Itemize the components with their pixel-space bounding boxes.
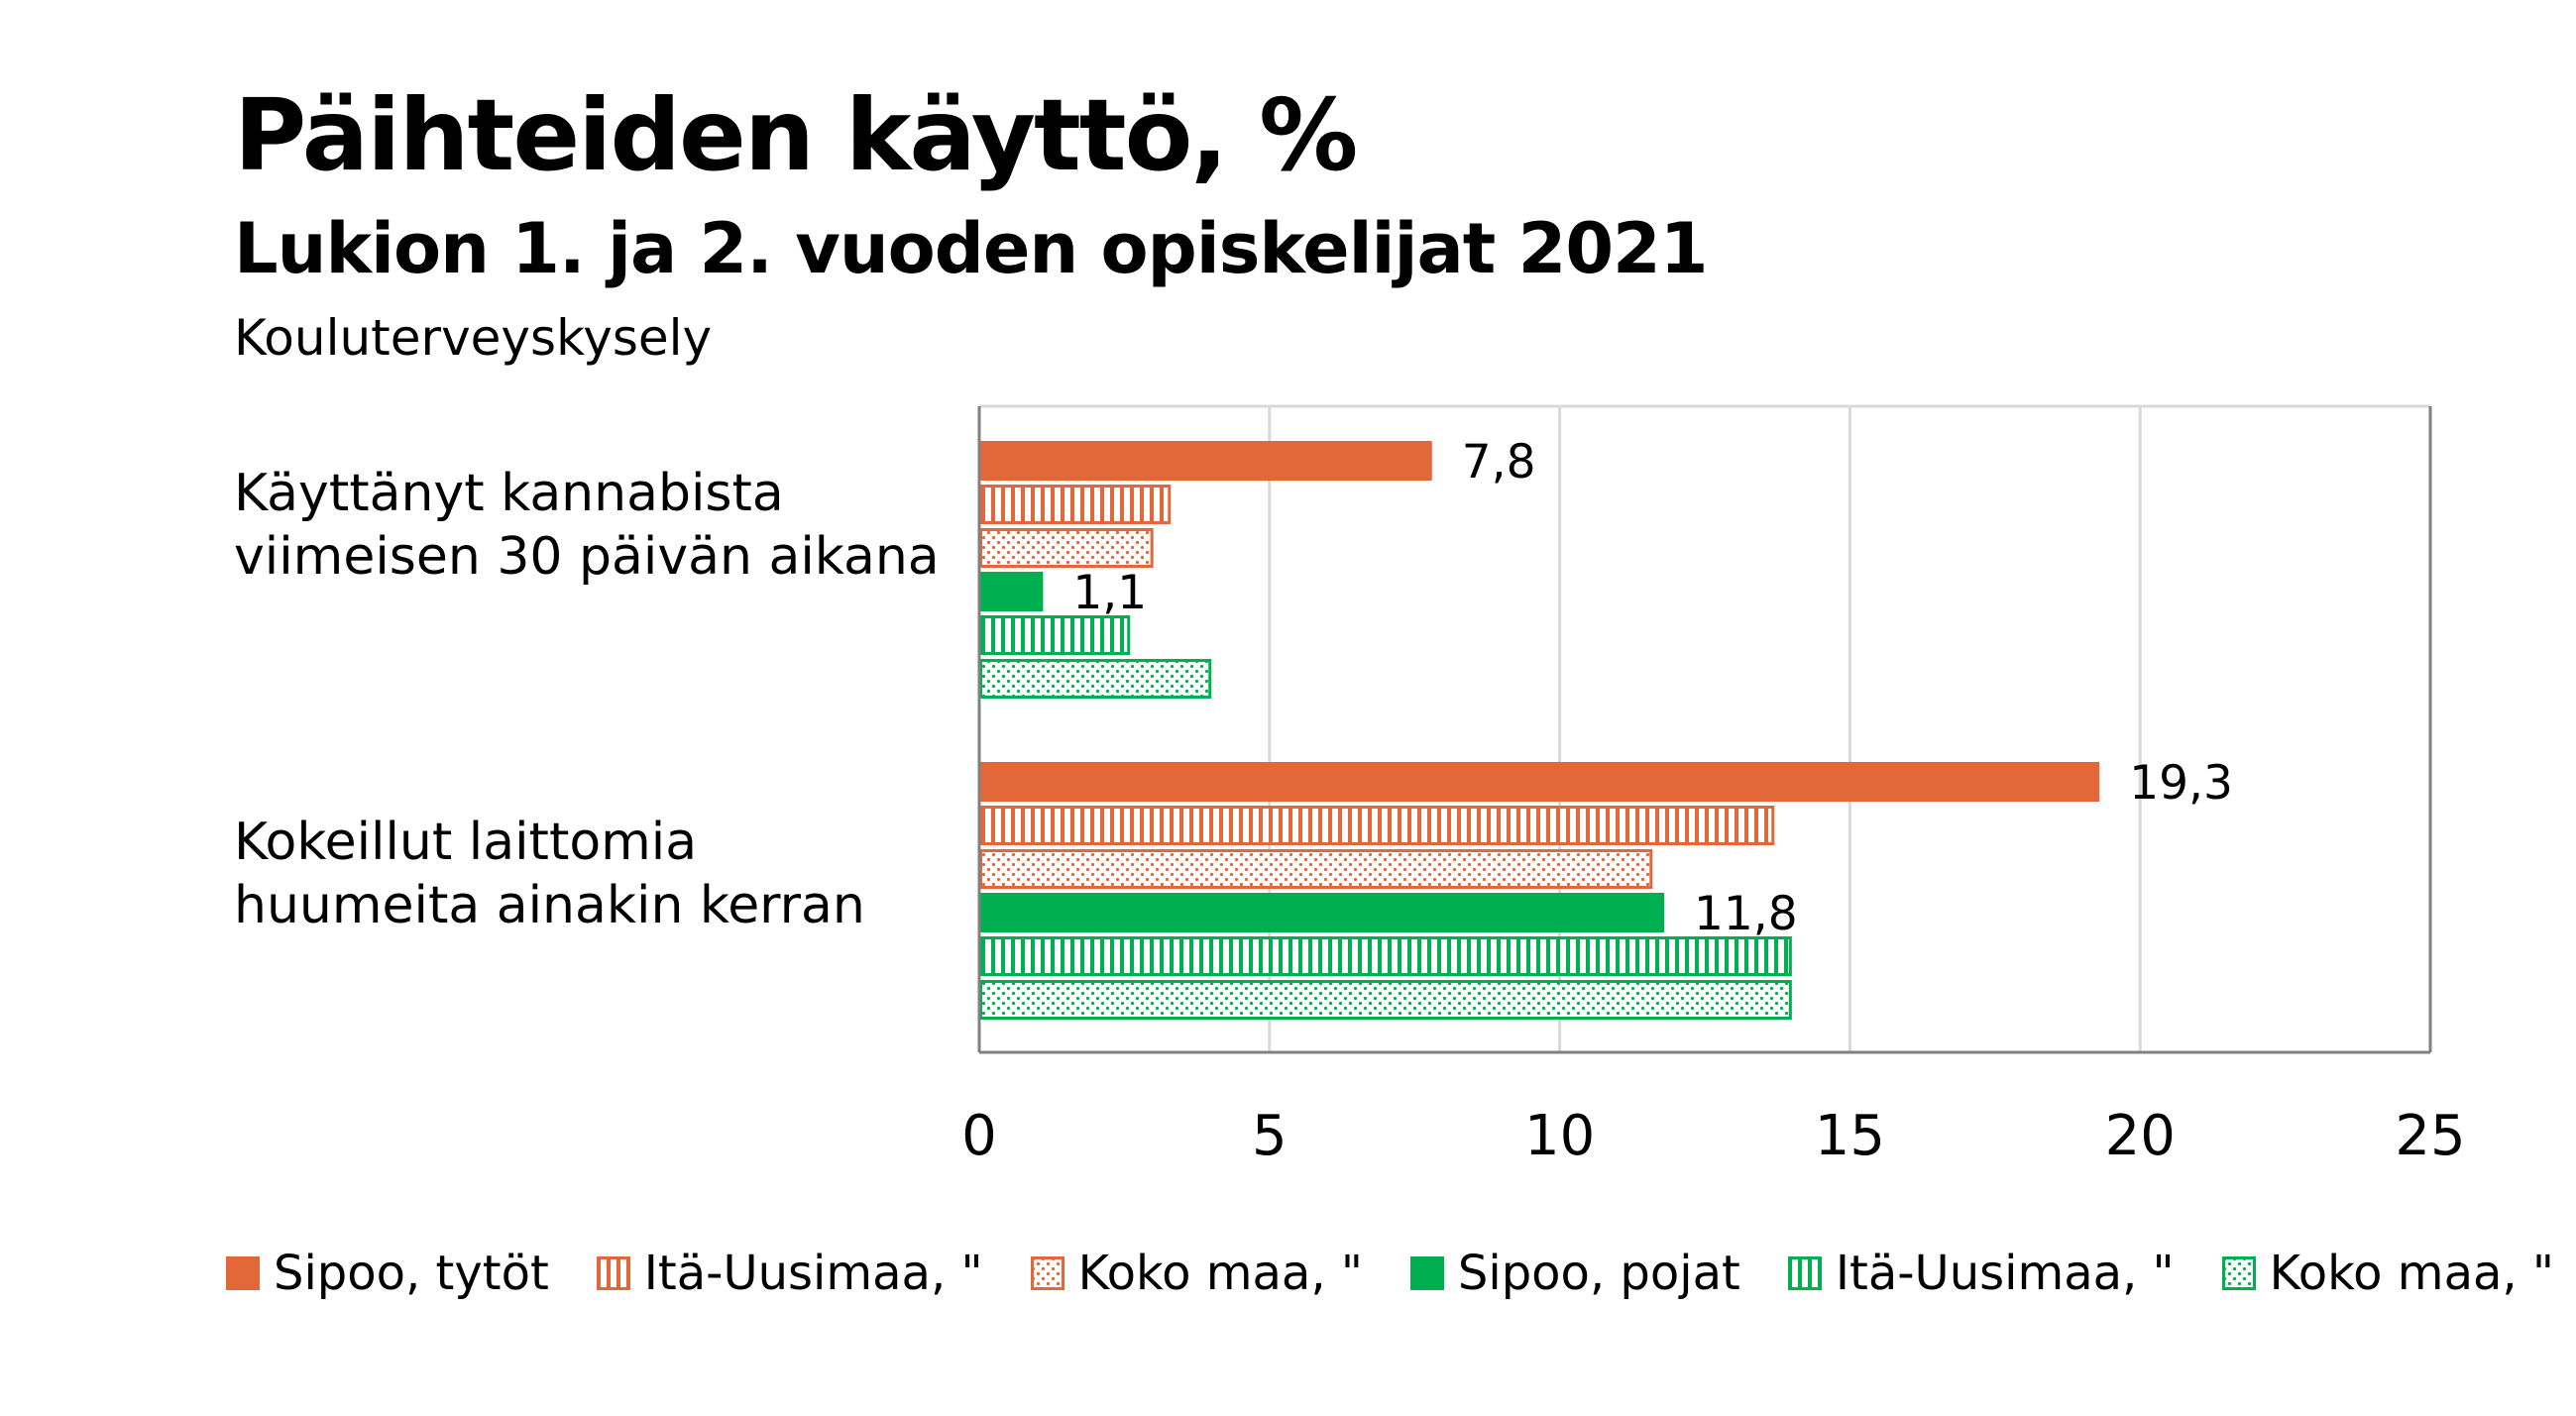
legend-item: Sipoo, tytöt: [226, 1246, 549, 1301]
category-label-line: Käyttänyt kannabista: [234, 464, 784, 523]
bar: [979, 849, 1653, 889]
bar: [979, 806, 1775, 845]
legend-swatch: [1787, 1256, 1822, 1290]
x-tick-label: 20: [2105, 1104, 2176, 1168]
legend-swatch: [1409, 1256, 1444, 1290]
x-tick-label: 25: [2395, 1104, 2465, 1168]
bar: [979, 528, 1154, 568]
bar: [979, 659, 1212, 699]
category-label-line: huumeita ainakin kerran: [234, 876, 865, 935]
category-label-line: Kokeillut laittomia: [234, 813, 698, 872]
legend-label: Itä-Uusimaa, ": [1835, 1246, 2175, 1301]
legend-item: Itä-Uusimaa, ": [1787, 1246, 2175, 1301]
bar: [979, 936, 1792, 976]
legend-label: Itä-Uusimaa, ": [643, 1246, 983, 1301]
legend-label: Koko maa, ": [1077, 1246, 1363, 1301]
category-label-drugs: Kokeillut laittomia huumeita ainakin ker…: [234, 811, 865, 937]
legend-swatch: [596, 1256, 630, 1290]
legend-item: Sipoo, pojat: [1409, 1246, 1740, 1301]
data-label: 1,1: [1072, 566, 1147, 620]
data-label: 19,3: [2129, 756, 2233, 811]
bars: [979, 441, 2100, 1020]
category-label-cannabis: Käyttänyt kannabista viimeisen 30 päivän…: [234, 462, 940, 589]
legend-item: Koko maa, ": [1030, 1246, 1363, 1301]
x-tick-label: 5: [1252, 1104, 1288, 1168]
x-tick-label: 10: [1524, 1104, 1595, 1168]
legend-swatch: [2221, 1256, 2256, 1290]
chart-title: Päihteiden käyttö, %: [234, 77, 1358, 193]
bar: [979, 615, 1131, 655]
bar: [980, 762, 2100, 802]
bar: [979, 485, 1172, 524]
legend-item: Itä-Uusimaa, ": [596, 1246, 983, 1301]
axes: 0 5 10 15 20 25: [961, 406, 2466, 1168]
bar: [980, 893, 1665, 932]
legend-label: Sipoo, pojat: [1457, 1246, 1740, 1301]
x-tick-label: 0: [961, 1104, 997, 1168]
legend-item: Koko maa, ": [2221, 1246, 2554, 1301]
bar: [980, 441, 1432, 481]
bar: [980, 572, 1044, 611]
legend-label: Sipoo, tytöt: [274, 1246, 549, 1301]
chart-subtitle: Lukion 1. ja 2. vuoden opiskelijat 2021: [234, 208, 1708, 289]
data-labels: 7,8 1,1 19,3 11,8: [1072, 435, 2232, 941]
legend-label: Koko maa, ": [2269, 1246, 2554, 1301]
legend: Sipoo, tytöt Itä-Uusimaa, " Koko maa, " Sip…: [226, 1239, 2576, 1308]
data-label: 11,8: [1694, 887, 1798, 941]
x-tick-label: 15: [1815, 1104, 1885, 1168]
chart-source: Kouluterveyskysely: [234, 309, 713, 367]
category-label-line: viimeisen 30 päivän aikana: [234, 527, 940, 587]
data-label: 7,8: [1462, 435, 1536, 490]
legend-swatch: [226, 1256, 260, 1290]
bar: [979, 980, 1792, 1020]
legend-swatch: [1030, 1256, 1064, 1290]
